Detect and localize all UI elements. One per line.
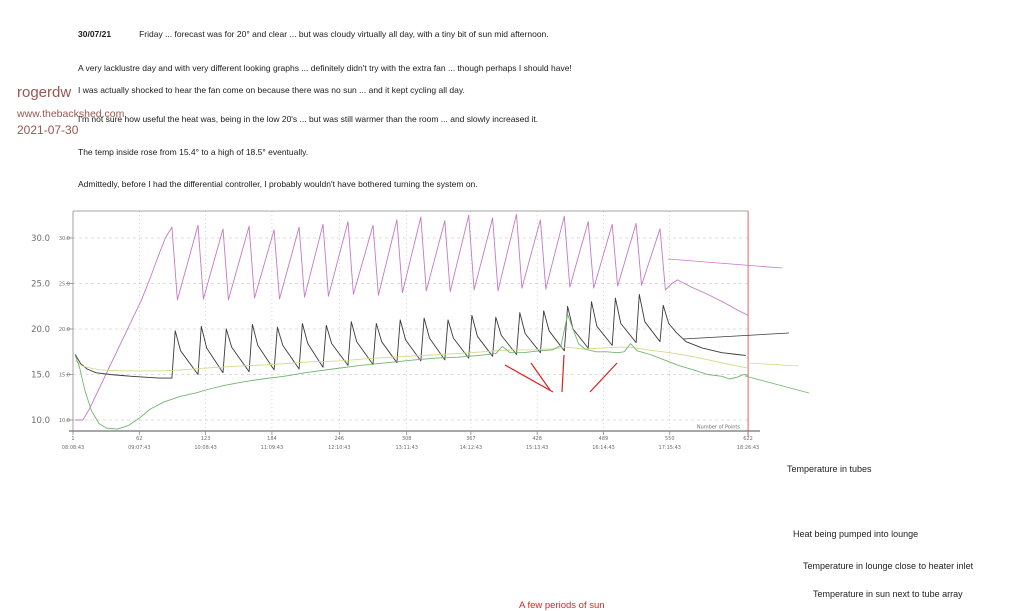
sun-pointer-line: [589, 362, 618, 393]
series-line-3: [74, 313, 749, 430]
sun-periods-annotation: A few periods of sun: [519, 600, 605, 611]
x-axis-point-label: 489: [599, 436, 609, 442]
x-axis-time-label: 16:14:43: [592, 445, 614, 451]
entry-first-line: Friday ... forecast was for 20° and clea…: [139, 29, 549, 39]
x-axis-time-label: 11:09:43: [261, 445, 283, 451]
y-axis-label-inner: 20.0: [59, 327, 70, 333]
x-axis-title: Number of Points: [697, 425, 740, 431]
y-axis-label-inner: 15.0: [59, 372, 70, 378]
x-axis-point-label: 62: [136, 436, 142, 442]
chart-canvas: 30.0 30.0 25.0 25.0 20.0 20.0 15.0 15.0 10.0 10.0…: [31, 210, 810, 451]
x-axis-time-label: 18:26:43: [737, 445, 759, 451]
x-axis-time-label: 08:08:43: [62, 445, 84, 451]
y-axis-label-outer: 30.0: [31, 234, 50, 244]
x-axis-point-label: 367: [466, 436, 476, 442]
x-axis-time-label: 13:11:43: [395, 445, 417, 451]
post-paragraph: 30/07/21 Friday ... forecast was for 20° …: [78, 29, 549, 40]
post-paragraph: A very lacklustre day and with very diff…: [78, 63, 572, 73]
legend-leader-line: [747, 362, 800, 367]
post-paragraph: I was actually shocked to hear the fan c…: [78, 85, 465, 95]
legend-sun-tube-array: Temperature in sun next to tube array: [813, 589, 963, 599]
y-axis-label-outer: 10.0: [31, 416, 50, 426]
legend-temperature-in-tubes: Temperature in tubes: [787, 464, 872, 474]
x-axis-time-label: 17:15:43: [659, 445, 681, 451]
post-paragraph: Admittedly, before I had the differentia…: [78, 179, 478, 189]
sun-pointer-line: [504, 364, 554, 393]
x-axis-time-label: 10:08:43: [194, 445, 216, 451]
entry-date-label: 30/07/21: [78, 29, 112, 39]
temperature-chart: 30.0 30.0 25.0 25.0 20.0 20.0 15.0 15.0 10.0 10.0…: [0, 200, 1024, 611]
x-axis-point-label: 550: [665, 436, 675, 442]
sun-pointer-line: [530, 362, 551, 391]
y-axis-label-outer: 25.0: [31, 280, 50, 290]
series-line-2: [74, 346, 749, 372]
x-axis-time-label: 12:10:43: [328, 445, 350, 451]
series-line-0: [75, 213, 749, 421]
legend-lounge-heater-inlet: Temperature in lounge close to heater in…: [803, 561, 974, 571]
legend-leader-line: [667, 258, 783, 269]
series-line-1: [74, 293, 746, 379]
legend-leader-line: [744, 375, 810, 394]
y-axis-label-inner: 30.0: [59, 236, 70, 242]
x-axis-point-label: 622: [743, 436, 753, 442]
x-axis-point-label: 246: [335, 436, 345, 442]
site-url[interactable]: www.thebackshed.com: [17, 108, 125, 120]
x-axis-point-label: 308: [402, 436, 412, 442]
x-axis-time-label: 09:07:43: [128, 445, 150, 451]
page: { "byline": { "author": "rogerdw", "site…: [0, 29, 1024, 611]
author-name: rogerdw: [17, 84, 72, 101]
sun-pointer-line: [561, 354, 565, 393]
legend-leader-line: [682, 332, 790, 340]
post-date: 2021-07-30: [17, 123, 79, 137]
x-axis-time-label: 14:12:43: [460, 445, 482, 451]
post-paragraph: The temp inside rose from 15.4° to a hig…: [78, 147, 309, 157]
y-axis-label-outer: 15.0: [31, 371, 50, 381]
x-axis-time-label: 15:13:43: [526, 445, 548, 451]
x-axis-point-label: 428: [532, 436, 542, 442]
legend-heat-pumped-lounge: Heat being pumped into lounge: [793, 529, 919, 539]
y-axis-label-inner: 25.0: [59, 281, 70, 287]
y-axis-label-outer: 20.0: [31, 325, 50, 335]
post-paragraph: I'm not sure how useful the heat was, be…: [78, 114, 539, 124]
y-axis-label-inner: 10.0: [59, 418, 70, 424]
x-axis-point-label: 184: [267, 436, 277, 442]
x-axis-point-label: 123: [201, 436, 211, 442]
x-axis-point-label: 1: [71, 436, 74, 442]
